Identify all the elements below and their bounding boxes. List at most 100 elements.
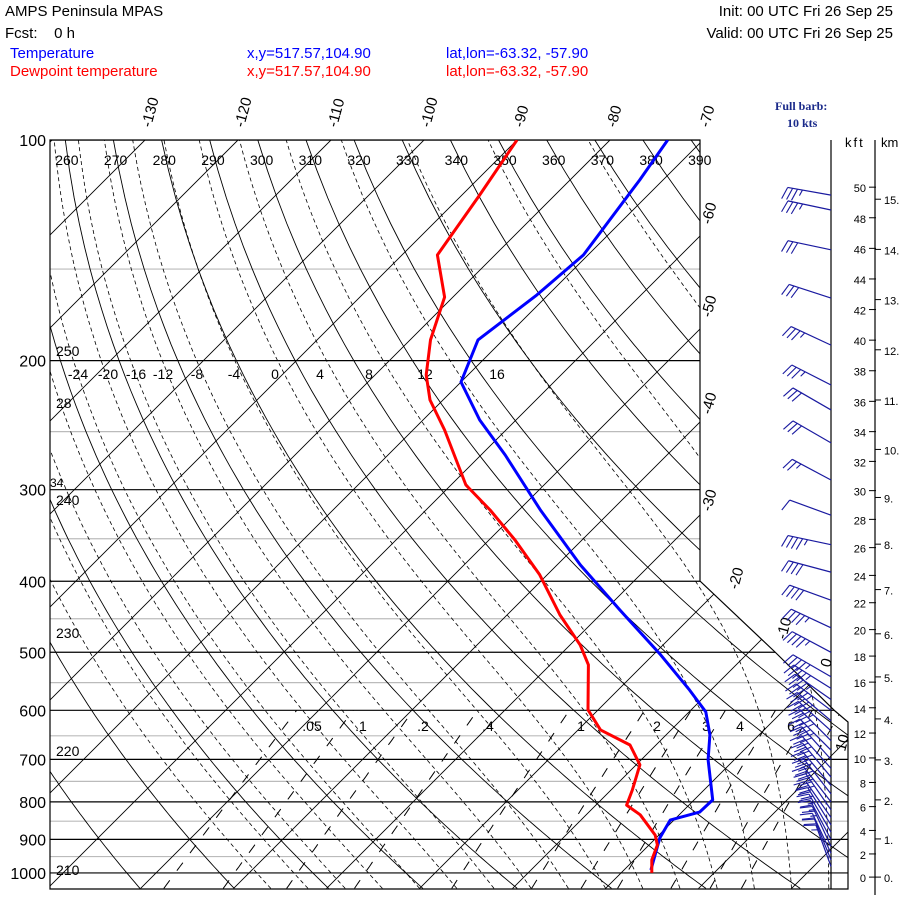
km-label: 3. bbox=[884, 756, 893, 768]
dry-adiabat bbox=[690, 140, 848, 889]
barb-shaft bbox=[797, 700, 832, 732]
barb-feather bbox=[791, 188, 799, 201]
dry-adiabat bbox=[449, 140, 848, 889]
barb-half-feather bbox=[804, 640, 811, 646]
wind-barb bbox=[781, 560, 832, 576]
barb-half-feather bbox=[805, 664, 811, 670]
barb-feather bbox=[797, 791, 811, 796]
dry-adiabat bbox=[64, 140, 518, 889]
wind-barb bbox=[789, 735, 832, 769]
temperature-line bbox=[459, 140, 715, 871]
barb-feather bbox=[786, 366, 797, 377]
barb-key-value: 10 kts bbox=[787, 116, 818, 130]
barb-shaft bbox=[787, 534, 832, 546]
moist-adiabat bbox=[50, 140, 420, 889]
dry-adiabat bbox=[50, 140, 141, 889]
valid-time: Valid: 00 UTC Fri 26 Sep 25 bbox=[707, 25, 893, 42]
barb-feather bbox=[785, 536, 794, 548]
init-time: Init: 00 UTC Fri 26 Sep 25 bbox=[719, 3, 893, 20]
isotherm bbox=[50, 140, 704, 889]
wind-barb bbox=[790, 751, 832, 786]
legend-dewpoint: Dewpoint temperature x,y=517.57,104.90 l… bbox=[10, 63, 588, 80]
mixing-ratio-label: 1 bbox=[577, 718, 585, 734]
kft-label: 6 bbox=[860, 803, 866, 815]
barb-feather bbox=[792, 679, 804, 689]
isotherm-label-right: -50 bbox=[698, 294, 720, 319]
kft-label: 48 bbox=[854, 214, 866, 226]
theta-label: 360 bbox=[542, 152, 566, 168]
barb-shaft bbox=[792, 420, 832, 444]
barb-half-feather bbox=[806, 704, 813, 710]
mixing-ratio-line bbox=[670, 710, 776, 889]
barb-shaft bbox=[799, 709, 832, 742]
moist-adiabat bbox=[50, 140, 309, 889]
sounding-curves bbox=[424, 140, 715, 873]
wind-barb bbox=[781, 200, 832, 215]
dewpoint-line bbox=[424, 140, 659, 873]
barb-half-feather bbox=[804, 617, 810, 623]
barb-feather bbox=[791, 425, 802, 435]
barb-feather bbox=[781, 560, 789, 572]
barb-feather bbox=[791, 758, 805, 764]
kft-label: 32 bbox=[854, 457, 866, 469]
barb-feather bbox=[786, 692, 798, 700]
theta-label: 320 bbox=[347, 152, 371, 168]
dry-adiabat bbox=[112, 140, 612, 889]
isotherm bbox=[698, 140, 848, 889]
barb-feather bbox=[791, 659, 802, 669]
barb-shaft bbox=[791, 364, 832, 386]
side-label: 34 bbox=[50, 476, 64, 490]
km-label: 6. bbox=[884, 630, 893, 642]
barb-feather bbox=[793, 773, 806, 778]
isotherm-label-right: -10 bbox=[773, 616, 795, 641]
barb-feather bbox=[787, 423, 798, 433]
barb-shaft bbox=[803, 766, 832, 803]
legend-xy: x,y=517.57,104.90 bbox=[247, 63, 371, 80]
legend-latlon: lat,lon=-63.32, -57.90 bbox=[446, 63, 588, 80]
barb-shaft bbox=[787, 200, 832, 211]
barb-feather bbox=[794, 770, 808, 776]
moist-adiabat bbox=[132, 140, 569, 889]
km-label: 4. bbox=[884, 715, 893, 727]
km-label: 2. bbox=[884, 796, 893, 808]
barb-feather bbox=[788, 676, 800, 686]
barb-feather bbox=[785, 683, 797, 692]
moist-adiabat bbox=[239, 140, 681, 889]
barb-feather bbox=[789, 686, 801, 695]
background-grid bbox=[50, 140, 848, 889]
barb-half-feather bbox=[798, 189, 803, 196]
barb-feather bbox=[782, 326, 792, 337]
mixing-ratio-line bbox=[354, 710, 478, 889]
moist-adiabat bbox=[78, 140, 495, 889]
dry-adiabat bbox=[401, 140, 848, 889]
km-label: 9. bbox=[884, 493, 893, 505]
km-label: 12. bbox=[884, 346, 899, 358]
barb-feather bbox=[795, 787, 808, 792]
km-axis-title: km bbox=[881, 135, 898, 150]
moist-adiabat-label: 8 bbox=[365, 366, 373, 382]
theta-label: 370 bbox=[591, 152, 615, 168]
mixing-ratio-label: 2 bbox=[653, 718, 661, 734]
kft-label: 0 bbox=[860, 873, 866, 885]
barb-half-feather bbox=[808, 723, 815, 728]
moist-adiabat bbox=[407, 140, 792, 889]
barb-shaft bbox=[811, 806, 832, 847]
barb-feather bbox=[790, 695, 802, 703]
barb-feather bbox=[790, 242, 799, 254]
isotherm bbox=[50, 140, 239, 889]
moist-adiabat bbox=[50, 140, 272, 889]
barb-shaft bbox=[790, 325, 832, 346]
kft-label: 36 bbox=[854, 397, 866, 409]
km-label: 14. bbox=[884, 245, 899, 257]
wind-barb bbox=[783, 664, 832, 689]
barb-feather bbox=[800, 804, 813, 808]
wind-barb bbox=[781, 283, 832, 299]
barb-feather bbox=[794, 707, 807, 715]
pressure-tick-label: 300 bbox=[19, 483, 46, 500]
barb-shaft bbox=[808, 793, 832, 833]
barb-feather bbox=[796, 661, 807, 672]
dry-adiabat bbox=[257, 140, 848, 889]
barb-feather bbox=[791, 369, 802, 379]
barb-feather bbox=[791, 613, 801, 624]
barb-shaft bbox=[795, 683, 832, 711]
